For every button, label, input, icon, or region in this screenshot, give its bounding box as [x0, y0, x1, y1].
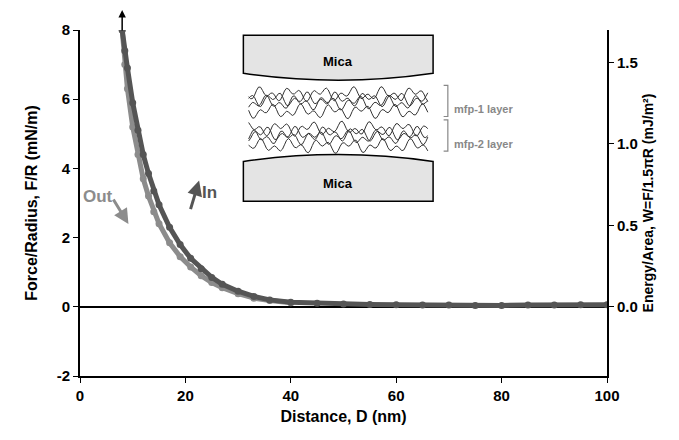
- svg-text:mfp-1 layer: mfp-1 layer: [454, 103, 513, 115]
- svg-text:0.5: 0.5: [617, 217, 638, 234]
- svg-text:0: 0: [76, 387, 84, 404]
- svg-text:Mica: Mica: [323, 54, 353, 69]
- svg-text:40: 40: [282, 387, 299, 404]
- svg-text:8: 8: [62, 21, 70, 38]
- svg-text:0.0: 0.0: [617, 298, 638, 315]
- svg-text:-2: -2: [57, 367, 70, 384]
- svg-text:mfp-2 layer: mfp-2 layer: [454, 138, 513, 150]
- svg-text:0: 0: [62, 298, 70, 315]
- svg-text:Mica: Mica: [323, 176, 353, 191]
- svg-text:4: 4: [62, 160, 71, 177]
- svg-text:20: 20: [177, 387, 194, 404]
- svg-text:80: 80: [493, 387, 510, 404]
- svg-text:6: 6: [62, 90, 70, 107]
- svg-text:60: 60: [388, 387, 405, 404]
- svg-text:Energy/Area, W=F/1.5πR (mJ/m²): Energy/Area, W=F/1.5πR (mJ/m²): [640, 94, 656, 313]
- svg-text:Out: Out: [83, 187, 113, 206]
- svg-text:In: In: [202, 183, 217, 202]
- svg-text:Force/Radius, F/R (mN/m): Force/Radius, F/R (mN/m): [23, 105, 40, 301]
- svg-text:2: 2: [62, 229, 70, 246]
- svg-text:1.0: 1.0: [617, 135, 638, 152]
- svg-text:1.5: 1.5: [617, 54, 638, 71]
- svg-text:Distance, D (nm): Distance, D (nm): [280, 408, 406, 425]
- svg-text:100: 100: [594, 387, 619, 404]
